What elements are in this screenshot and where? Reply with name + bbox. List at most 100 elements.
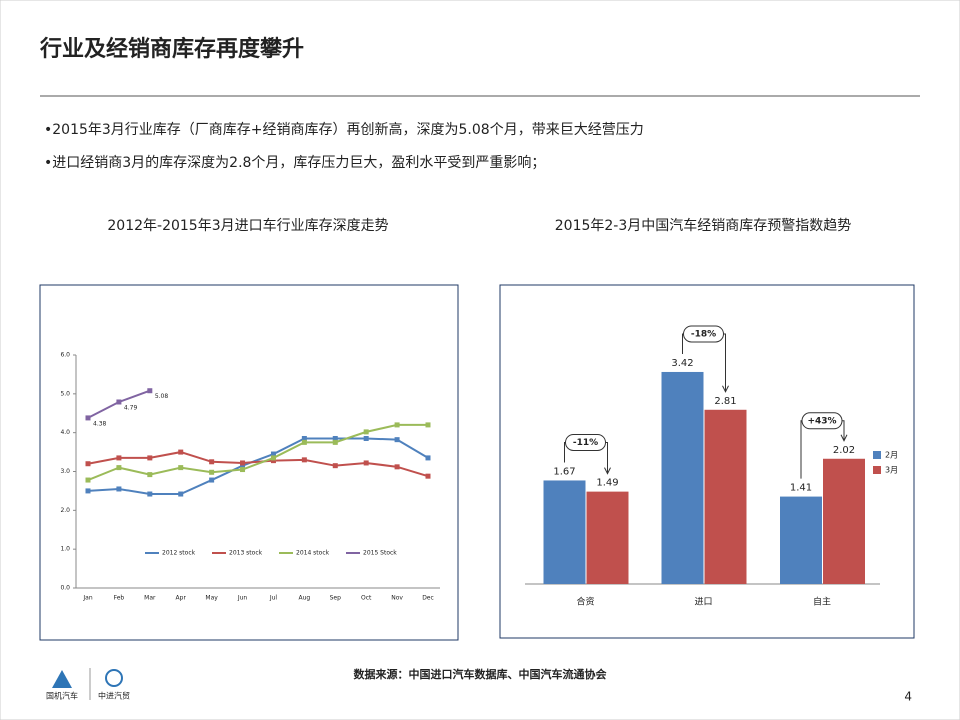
data-label: 3.42 — [671, 358, 693, 369]
x-tick-label: Feb — [114, 595, 125, 602]
bar — [586, 491, 629, 584]
bullet: •进口经销商3月的库存深度为2.8个月，库存压力巨大，盈利水平受到严重影响； — [44, 155, 545, 171]
point-marker — [85, 477, 91, 483]
y-tick-label: 6.0 — [60, 352, 70, 359]
point-marker — [270, 455, 276, 461]
point-marker — [240, 463, 246, 469]
legend-label: 3月 — [885, 466, 898, 475]
point-marker — [116, 399, 122, 405]
point-marker — [209, 459, 215, 465]
x-tick-label: May — [205, 595, 218, 602]
annotation: +43% — [807, 416, 836, 426]
point-marker — [116, 465, 122, 471]
slide-title: 行业及经销商库存再度攀升 — [39, 36, 304, 62]
point-marker — [301, 457, 307, 463]
x-tick-label: Oct — [361, 595, 372, 602]
data-label: 1.67 — [553, 466, 575, 477]
bullet: •2015年3月行业库存（厂商库存+经销商库存）再创新高，深度为5.08个月，带… — [44, 121, 644, 138]
bar — [780, 496, 822, 584]
point-marker — [363, 435, 369, 441]
x-tick-label: Sep — [330, 595, 342, 602]
x-tick-label: 自主 — [813, 596, 831, 608]
bar — [704, 409, 747, 584]
bar — [823, 458, 865, 584]
point-marker — [147, 491, 153, 497]
arrow-head — [722, 385, 729, 393]
annotation-arrow — [682, 333, 726, 392]
annotation-arrow — [564, 441, 608, 474]
point-marker — [425, 473, 431, 479]
point-marker — [332, 463, 338, 469]
x-tick-label: Nov — [391, 595, 403, 602]
series-line — [87, 423, 428, 481]
x-tick-label: Jun — [237, 595, 248, 602]
point-marker — [332, 439, 338, 445]
point-marker — [240, 460, 246, 466]
x-tick-label: Apr — [176, 595, 187, 602]
logo-text: 中进汽贸 — [98, 691, 130, 701]
point-marker — [394, 437, 400, 443]
point-marker — [425, 455, 431, 461]
point-marker — [178, 449, 184, 455]
legend-label: 2月 — [885, 451, 898, 460]
point-marker — [85, 415, 91, 421]
point-marker — [363, 460, 369, 466]
x-tick-label: Aug — [299, 595, 311, 602]
page-number: 4 — [904, 690, 912, 704]
point-marker — [147, 472, 153, 478]
chart-title: 2012年-2015年3月进口车行业库存深度走势 — [107, 217, 388, 234]
y-tick-label: 1.0 — [60, 546, 70, 553]
y-tick-label: 3.0 — [60, 468, 70, 475]
point-marker — [270, 451, 276, 457]
data-label: 1.49 — [596, 478, 618, 489]
point-marker — [209, 469, 215, 475]
logo-icon — [52, 670, 72, 688]
annotation: -11% — [573, 438, 598, 448]
data-label: 2.02 — [833, 445, 855, 456]
point-marker — [116, 455, 122, 461]
point-marker — [240, 467, 246, 473]
legend-label: 2014 stock — [296, 550, 330, 557]
x-tick-label: Dec — [422, 595, 434, 602]
arrow-head — [604, 467, 611, 475]
point-marker — [332, 435, 338, 441]
source-note: 数据来源：中国进口汽车数据库、中国汽车流通协会 — [354, 667, 608, 681]
chart-frame — [39, 284, 459, 641]
point-marker — [301, 439, 307, 445]
point-marker — [116, 486, 122, 492]
point-marker — [394, 464, 400, 470]
data-label: 2.81 — [714, 396, 736, 407]
bar — [543, 480, 586, 584]
point-marker — [85, 461, 91, 467]
point-marker — [301, 435, 307, 441]
x-tick-label: Jan — [82, 595, 92, 602]
legend-swatch — [873, 451, 881, 459]
point-marker — [85, 488, 91, 494]
legend-label: 2013 stock — [229, 550, 263, 557]
legend-label: 2012 stock — [162, 550, 196, 557]
point-marker — [209, 477, 215, 483]
annotation-arrow — [800, 420, 845, 479]
x-tick-label: 合资 — [576, 596, 594, 608]
data-label: 5.08 — [155, 393, 169, 400]
point-marker — [425, 422, 431, 428]
point-marker — [363, 429, 369, 435]
legend-label: 2015 Stock — [363, 550, 397, 557]
chart-title: 2015年2-3月中国汽车经销商库存预警指数趋势 — [555, 217, 852, 234]
logo-text: 国机汽车 — [46, 691, 78, 701]
series-line — [87, 437, 429, 496]
y-tick-label: 0.0 — [60, 585, 70, 592]
y-tick-label: 4.0 — [60, 429, 70, 436]
point-marker — [147, 388, 153, 394]
legend-swatch — [873, 466, 881, 474]
x-tick-label: Jul — [269, 595, 278, 602]
annotation: -18% — [691, 329, 716, 339]
point-marker — [147, 455, 153, 461]
data-label: 4.79 — [124, 404, 138, 411]
x-tick-label: Mar — [144, 595, 156, 602]
series-line — [87, 451, 429, 478]
y-tick-label: 5.0 — [60, 390, 70, 397]
point-marker — [178, 465, 184, 471]
